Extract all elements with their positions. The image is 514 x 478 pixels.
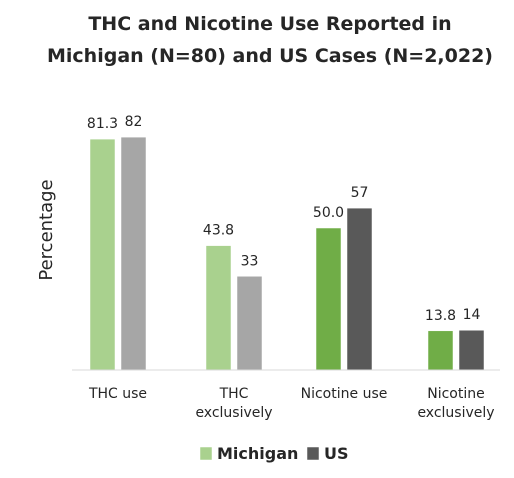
chart-title-line-2: Michigan (N=80) and US Cases (N=2,022) [47,45,493,67]
data-label-michigan-nicotine-use: 50.0 [313,205,344,221]
x-tick-label-thc-use: THC use [88,386,147,402]
bar-us-thc-exclusively [236,276,263,371]
chart-title-line-1: THC and Nicotine Use Reported in [88,13,451,35]
x-tick-label-thc-exclusively-line-1: THC [219,386,249,402]
bar-michigan-nicotine-use [315,227,342,371]
legend-swatch-us [306,446,320,461]
legend-swatch-michigan [199,446,213,461]
bar-michigan-thc-exclusively [205,245,232,371]
data-label-us-thc-exclusively: 33 [241,253,259,269]
legend: Michigan US [199,444,349,463]
bars-group: 81.3 82 43.8 33 50.0 57 13.8 14 [87,114,485,371]
y-axis-label: Percentage [36,179,57,280]
bar-us-nicotine-use [346,207,373,371]
bar-michigan-nicotine-exclusively [427,330,454,371]
bar-michigan-thc-use [89,138,116,371]
data-label-us-nicotine-use: 57 [351,185,369,201]
x-tick-label-nicotine-exclusively-line-2: exclusively [417,405,494,421]
data-label-us-thc-use: 82 [125,114,143,130]
legend-label-us: US [324,444,349,463]
x-tick-label-nicotine-use: Nicotine use [301,386,388,402]
bar-us-thc-use [120,136,147,371]
legend-label-michigan: Michigan [217,444,298,463]
x-tick-label-thc-exclusively-line-2: exclusively [195,405,272,421]
data-label-michigan-thc-use: 81.3 [87,116,118,132]
x-tick-labels: THC use THC exclusively Nicotine use Nicotin… [88,386,495,421]
data-label-michigan-thc-exclusively: 43.8 [203,223,234,239]
bar-us-nicotine-exclusively [458,329,485,371]
data-label-michigan-nicotine-exclusively: 13.8 [425,308,456,324]
x-tick-label-nicotine-exclusively-line-1: Nicotine [427,386,485,402]
data-label-us-nicotine-exclusively: 14 [463,307,481,323]
